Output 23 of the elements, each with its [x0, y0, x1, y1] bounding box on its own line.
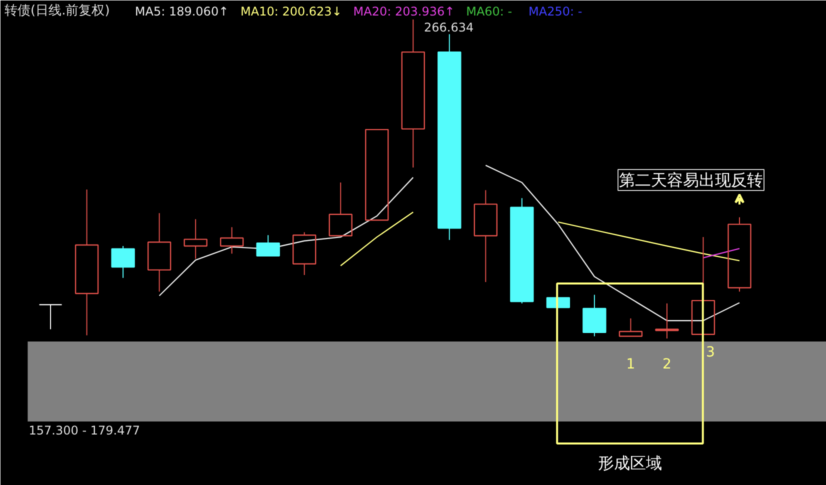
candlestick	[655, 302, 679, 339]
legend-label: MA250: -	[528, 4, 582, 18]
candlestick	[111, 245, 135, 278]
candlestick	[147, 212, 172, 292]
annotation: 266.634	[424, 20, 474, 34]
text: 157.300 - 179.477	[28, 424, 140, 438]
text: MA10: 200.623↓	[240, 4, 342, 18]
candlestick	[474, 190, 498, 283]
text: 2	[662, 356, 672, 372]
text: MA20: 203.936↑	[353, 4, 455, 18]
candlestick	[582, 294, 606, 337]
candlestick	[184, 218, 208, 260]
candlestick	[401, 19, 425, 168]
annotation: 第二天容易出现反转	[619, 170, 764, 190]
text: 形成区域	[598, 454, 662, 472]
chart-title: 转债(日线.前复权)	[4, 4, 110, 18]
candlestick	[438, 34, 462, 240]
text: 3	[706, 344, 715, 360]
candlestick	[220, 226, 244, 254]
text: MA5: 189.060↑	[134, 4, 229, 18]
legend-label: MA60: -	[466, 4, 512, 18]
candlestick	[74, 189, 99, 336]
text: 1	[626, 356, 636, 372]
